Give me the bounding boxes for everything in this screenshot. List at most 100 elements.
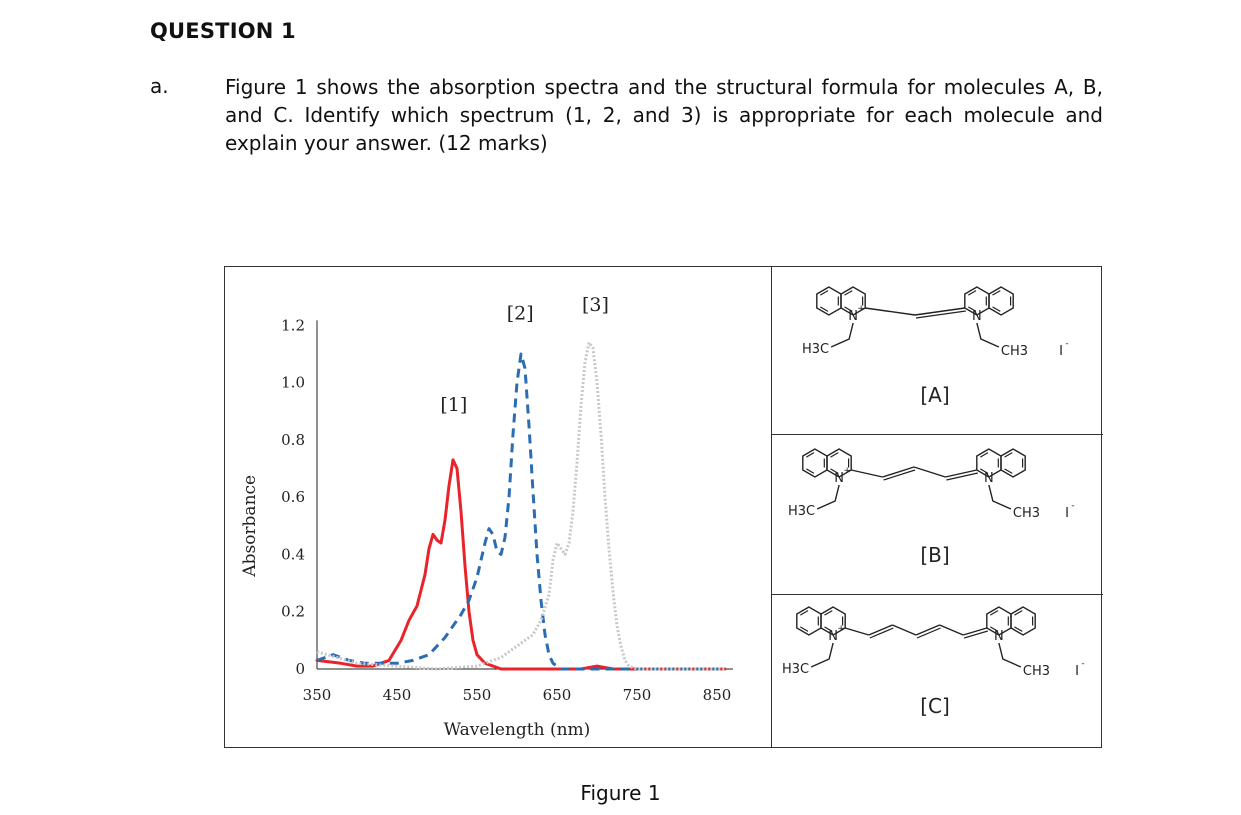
- methyl-label-right: CH3: [1023, 664, 1050, 679]
- iodide-counter-ion: I: [1065, 506, 1069, 521]
- left-quinoline-double-bond: [844, 290, 853, 296]
- x-tick-label: 450: [383, 686, 412, 704]
- left-quinoline-double-bond: [819, 290, 829, 296]
- right-quinoline-double-bond: [1014, 626, 1023, 632]
- series-line-1: [315, 458, 727, 671]
- methine-bond: [868, 624, 893, 636]
- methine-bond: [845, 627, 869, 636]
- left-quinoline-double-bond: [824, 626, 833, 632]
- y-tick-label: 0.6: [281, 488, 305, 506]
- y-tick-label: 0.4: [281, 545, 305, 563]
- molecule-b-cell: N + N H3C CH3 I - [B]: [771, 435, 1103, 595]
- methine-bond: [914, 307, 965, 316]
- ethyl-bond-left: [816, 484, 840, 510]
- methine-double-bond: [916, 627, 941, 639]
- left-quinoline-double-bond: [844, 306, 853, 312]
- iodide-counter-ion: I: [1059, 344, 1063, 359]
- methyl-label-right: CH3: [1001, 344, 1028, 359]
- ethyl-bond-right: [976, 322, 1000, 348]
- nitrogen-label-right: N: [972, 309, 982, 324]
- methine-bond: [913, 466, 946, 478]
- right-quinoline-double-bond: [992, 306, 1001, 312]
- nitrogen-label-right: N: [984, 471, 994, 486]
- molecule-a-cell: N + N H3C CH3 I - [A]: [771, 267, 1103, 435]
- right-quinoline-benzene-ring: [1010, 606, 1036, 636]
- ethyl-bond-right: [998, 642, 1022, 668]
- left-quinoline-double-bond: [824, 610, 833, 616]
- methine-double-bond: [964, 630, 988, 639]
- question-title: QUESTION 1: [150, 19, 296, 43]
- right-quinoline-double-bond: [989, 626, 999, 632]
- left-quinoline-benzene-ring: [802, 448, 828, 478]
- nitrogen-label-left: N: [828, 629, 838, 644]
- left-quinoline-double-bond: [805, 452, 815, 458]
- right-quinoline-double-bond: [979, 468, 989, 474]
- right-quinoline-pyridine-ring: [964, 286, 990, 316]
- left-quinoline-double-bond: [830, 452, 839, 458]
- methyl-label-left: H3C: [782, 662, 809, 677]
- series-line-2: [316, 352, 725, 671]
- right-quinoline-double-bond: [967, 306, 977, 312]
- methine-double-bond: [883, 469, 916, 481]
- chart-cell: 0 0.2 0.4 0.6 0.8 1.0 1.2 350 450 550 650 750 850 Wav…: [225, 267, 772, 747]
- series-line-3: [316, 341, 725, 671]
- absorption-spectra-chart: 0 0.2 0.4 0.6 0.8 1.0 1.2 350 450 550 650 750 850 Wav…: [240, 294, 733, 740]
- x-tick-label: 650: [543, 686, 572, 704]
- methyl-label-right: CH3: [1013, 506, 1040, 521]
- y-tick-label: 0.2: [281, 603, 305, 621]
- x-tick-label: 850: [703, 686, 732, 704]
- methine-bond: [939, 624, 964, 636]
- question-text: Figure 1 shows the absorption spectra an…: [225, 75, 1103, 155]
- right-quinoline-double-bond: [1004, 468, 1013, 474]
- nitrogen-label-left: N: [848, 309, 858, 324]
- right-quinoline-pyridine-ring: [976, 448, 1002, 478]
- right-quinoline-benzene-ring: [988, 286, 1014, 316]
- x-axis-label: Wavelength (nm): [444, 720, 591, 740]
- y-axis-label: Absorbance: [240, 475, 260, 578]
- x-tick-label: 750: [623, 686, 652, 704]
- series-annotation-2: [2]: [507, 303, 534, 325]
- negative-charge-label: -: [1071, 501, 1074, 511]
- positive-charge-label: +: [837, 624, 845, 634]
- positive-charge-label: +: [843, 466, 851, 476]
- right-quinoline-pyridine-ring: [986, 606, 1012, 636]
- left-quinoline-pyridine-ring: [840, 286, 866, 316]
- methyl-label-left: H3C: [788, 504, 815, 519]
- methine-bond: [892, 624, 917, 636]
- ethyl-bond-right: [988, 484, 1012, 510]
- right-quinoline-double-bond: [1014, 610, 1023, 616]
- molecule-c-cell: N + N H3C CH3 I - [C]: [771, 595, 1103, 747]
- methine-bond: [963, 627, 987, 636]
- methine-double-bond: [946, 472, 978, 481]
- figure-table: 0 0.2 0.4 0.6 0.8 1.0 1.2 350 450 550 650 750 850 Wav…: [224, 266, 1103, 748]
- positive-charge-label: +: [857, 304, 865, 314]
- left-quinoline-double-bond: [830, 468, 839, 474]
- y-tick-label: 0.8: [281, 431, 305, 449]
- left-quinoline-double-bond: [799, 626, 809, 632]
- x-tick-label: 350: [303, 686, 332, 704]
- methine-bond: [865, 307, 916, 316]
- negative-charge-label: -: [1081, 659, 1084, 669]
- left-quinoline-double-bond: [819, 306, 829, 312]
- left-quinoline-benzene-ring: [796, 606, 822, 636]
- y-tick-label: 1.0: [281, 374, 305, 392]
- negative-charge-label: -: [1065, 339, 1068, 349]
- molecule-label: [B]: [920, 543, 949, 567]
- methine-double-bond: [915, 310, 966, 319]
- methine-bond: [882, 466, 915, 478]
- series-annotation-3: [3]: [582, 294, 609, 316]
- series-annotation-1: [1]: [440, 394, 467, 416]
- left-quinoline-pyridine-ring: [826, 448, 852, 478]
- molecule-label: [C]: [920, 694, 950, 718]
- methine-bond: [945, 469, 977, 478]
- methyl-label-left: H3C: [802, 342, 829, 357]
- left-quinoline-pyridine-ring: [820, 606, 846, 636]
- x-tick-label: 550: [463, 686, 492, 704]
- right-quinoline-double-bond: [1004, 452, 1013, 458]
- right-quinoline-double-bond: [989, 610, 999, 616]
- left-quinoline-benzene-ring: [816, 286, 842, 316]
- molecule-label: [A]: [920, 383, 949, 407]
- ethyl-bond-left: [810, 642, 834, 668]
- right-quinoline-double-bond: [979, 452, 989, 458]
